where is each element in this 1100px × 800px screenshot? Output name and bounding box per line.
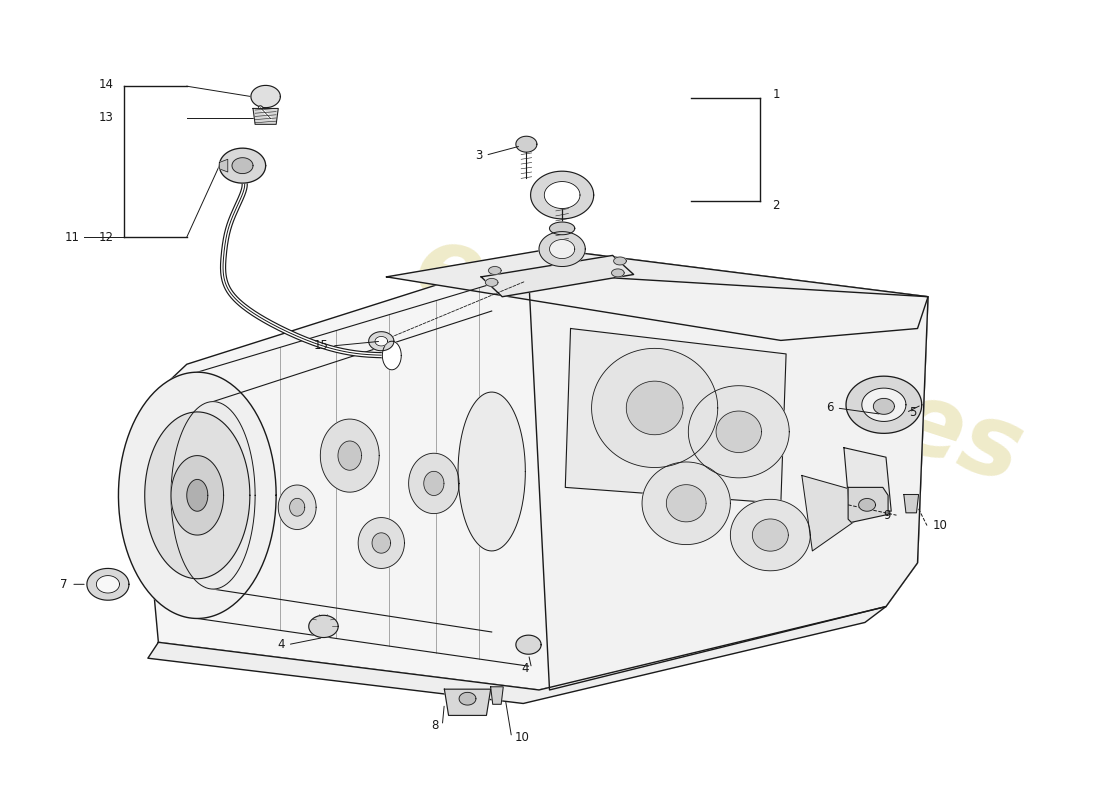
Polygon shape [689,386,789,478]
Polygon shape [170,456,223,535]
Polygon shape [859,498,876,511]
Text: a parts supply: a parts supply [476,463,624,528]
Text: eurospares: eurospares [402,217,1034,504]
Polygon shape [147,249,928,690]
Text: 4: 4 [521,662,528,675]
Polygon shape [488,266,502,274]
Polygon shape [848,487,888,522]
Text: 2: 2 [772,199,780,212]
Polygon shape [368,332,394,350]
Polygon shape [253,109,278,124]
Polygon shape [730,499,811,571]
Text: 11: 11 [65,230,79,244]
Polygon shape [612,269,624,277]
Polygon shape [491,686,504,704]
Text: 3: 3 [475,149,482,162]
Polygon shape [481,255,634,297]
Polygon shape [873,398,894,414]
Text: 4: 4 [277,638,285,651]
Polygon shape [861,388,906,422]
Polygon shape [458,392,526,551]
Polygon shape [667,485,706,522]
Polygon shape [642,462,730,545]
Polygon shape [550,222,575,234]
Text: 12: 12 [98,230,113,244]
Polygon shape [614,257,626,265]
Polygon shape [544,182,580,209]
Polygon shape [386,249,928,341]
Text: 10: 10 [932,519,947,532]
Polygon shape [170,402,255,589]
Polygon shape [187,479,208,511]
Polygon shape [359,518,405,569]
Polygon shape [459,692,476,705]
Polygon shape [844,448,891,511]
Polygon shape [232,158,253,174]
Text: 6: 6 [826,402,834,414]
Text: 13: 13 [98,111,113,125]
Polygon shape [904,494,918,513]
Polygon shape [338,441,362,470]
Polygon shape [752,519,789,551]
Polygon shape [87,569,129,600]
Polygon shape [145,412,250,578]
Polygon shape [119,372,276,618]
Polygon shape [530,171,594,219]
Polygon shape [846,376,922,434]
Text: 8: 8 [431,719,439,732]
Text: online since 1985: online since 1985 [543,505,724,581]
Polygon shape [528,273,928,690]
Polygon shape [408,454,459,514]
Text: 5: 5 [909,406,916,419]
Polygon shape [320,419,379,492]
Polygon shape [147,606,886,703]
Polygon shape [550,239,575,258]
Polygon shape [444,689,491,715]
Polygon shape [289,498,305,516]
Polygon shape [97,575,120,593]
Polygon shape [372,533,390,553]
Text: 9: 9 [883,509,891,522]
Text: 1: 1 [772,88,780,101]
Text: 15: 15 [314,339,329,353]
Text: 10: 10 [515,731,530,744]
Polygon shape [485,278,498,286]
Polygon shape [802,475,886,551]
Polygon shape [219,159,228,172]
Polygon shape [309,615,338,638]
Polygon shape [626,381,683,434]
Polygon shape [565,329,786,503]
Polygon shape [278,485,316,530]
Polygon shape [539,231,585,266]
Text: 14: 14 [98,78,113,91]
Polygon shape [516,635,541,654]
Polygon shape [716,411,761,453]
Text: 7: 7 [60,578,68,591]
Polygon shape [383,342,402,370]
Polygon shape [219,148,265,183]
Polygon shape [592,348,717,467]
Polygon shape [424,471,444,495]
Polygon shape [516,136,537,152]
Polygon shape [375,337,387,346]
Polygon shape [251,86,280,108]
